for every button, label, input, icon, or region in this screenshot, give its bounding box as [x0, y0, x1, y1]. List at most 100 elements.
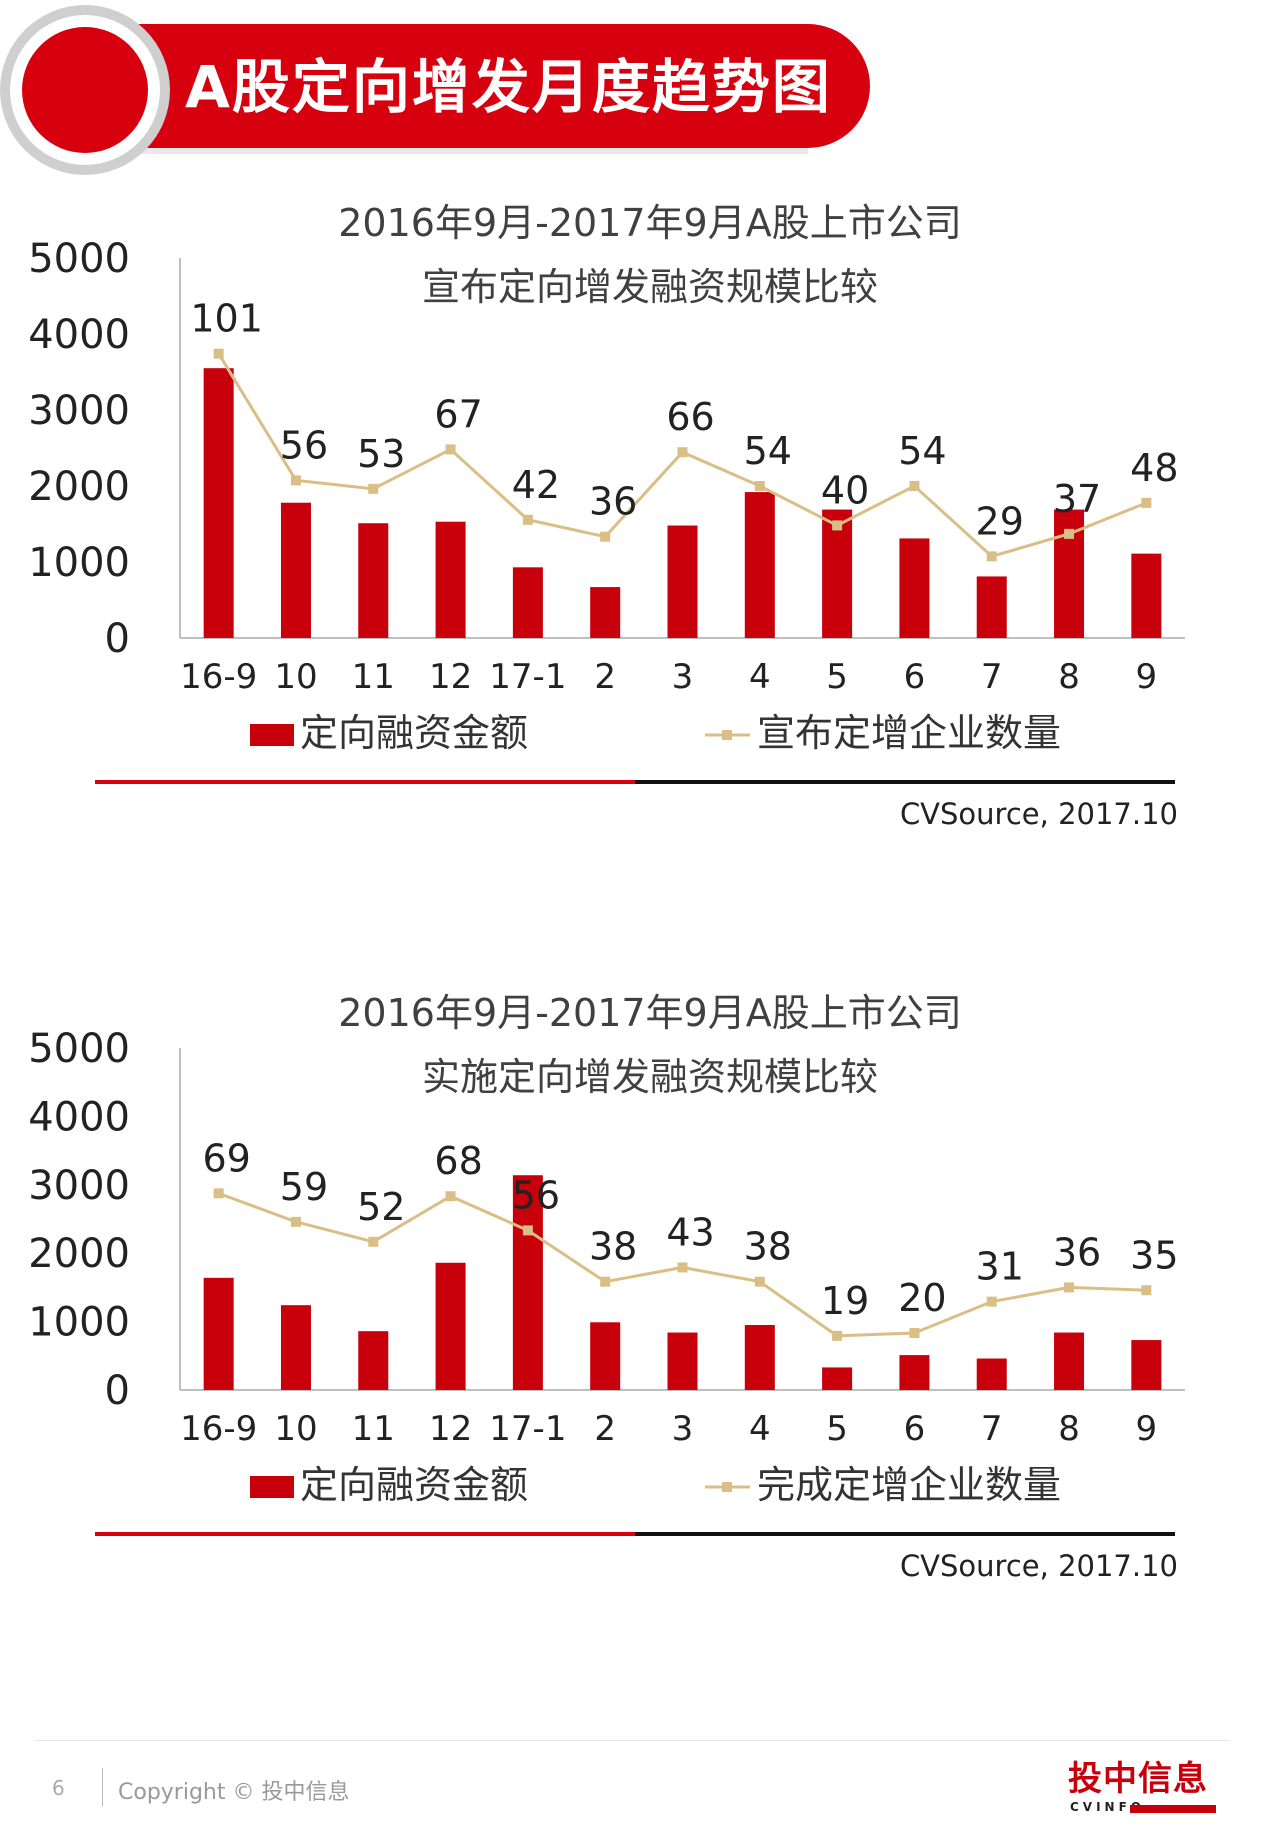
bar-8: [1054, 1332, 1085, 1390]
line-point-10: [290, 475, 301, 486]
y-tick-label: 5000: [28, 236, 130, 282]
x-tick-label: 16-9: [180, 1409, 257, 1449]
bar-9: [1131, 553, 1162, 638]
line-point-5: [832, 520, 843, 531]
line-point-12: [445, 1191, 456, 1202]
y-tick-label: 2000: [28, 1231, 130, 1277]
footer-divider: [35, 1740, 1230, 1741]
data-label: 29: [976, 499, 1024, 543]
legend-line-label: 完成定增企业数量: [757, 1463, 1061, 1507]
bar-12: [435, 521, 466, 638]
data-label: 56: [512, 1173, 560, 1217]
line-point-17-1: [522, 514, 533, 525]
data-label: 54: [898, 429, 946, 473]
legend-bar-swatch: [250, 1476, 294, 1498]
chart-subtitle: 宣布定向增发融资规模比较: [422, 265, 878, 309]
line-point-9: [1141, 1285, 1152, 1296]
line-point-11: [368, 1236, 379, 1247]
bar-10: [280, 502, 311, 638]
line-point-6: [909, 1328, 920, 1338]
data-label: 66: [666, 395, 714, 439]
x-tick-label: 3: [672, 1409, 694, 1449]
copyright-text: Copyright © 投中信息: [118, 1780, 350, 1805]
legend-bar-swatch: [250, 724, 294, 746]
line-point-2: [600, 1276, 611, 1287]
line-point-7: [986, 551, 997, 562]
chart-title: 2016年9月-2017年9月A股上市公司: [338, 991, 961, 1035]
legend-bar-label: 定向融资金额: [300, 711, 528, 755]
data-label: 36: [1053, 1230, 1101, 1274]
data-label: 67: [434, 392, 482, 436]
x-tick-label: 10: [274, 657, 317, 697]
line-point-8: [1064, 528, 1075, 539]
data-label: 20: [898, 1276, 946, 1320]
x-tick-label: 16-9: [180, 657, 257, 697]
x-tick-label: 17-1: [489, 657, 566, 697]
banner-dot: [22, 27, 148, 153]
legend-line-marker: [722, 1482, 732, 1492]
data-label: 48: [1130, 446, 1178, 490]
brand-bar: [1130, 1805, 1216, 1813]
line-point-7: [986, 1296, 997, 1307]
chart-title: 2016年9月-2017年9月A股上市公司: [338, 201, 961, 245]
bar-16-9: [203, 368, 234, 638]
banner-bar: [100, 24, 870, 154]
bar-4: [744, 1325, 775, 1390]
bar-12: [435, 1262, 466, 1390]
chart-subtitle: 实施定向增发融资规模比较: [422, 1055, 878, 1099]
data-label: 69: [202, 1136, 250, 1180]
footer-separator: [102, 1768, 103, 1806]
bar-16-9: [203, 1277, 234, 1390]
y-tick-label: 0: [105, 616, 130, 662]
banner-ring: [0, 5, 170, 175]
data-label: 53: [357, 432, 405, 476]
x-tick-label: 2: [594, 1409, 616, 1449]
source-note: CVSource, 2017.10: [900, 1549, 1178, 1583]
bar-2: [590, 1322, 621, 1390]
banner-ring-inner: [10, 15, 160, 165]
y-tick-label: 4000: [28, 1094, 130, 1140]
bar-7: [976, 576, 1007, 638]
bar-7: [976, 1358, 1007, 1390]
line-point-2: [600, 531, 611, 542]
data-label: 54: [744, 429, 792, 473]
data-label: 52: [357, 1185, 405, 1229]
x-tick-label: 17-1: [489, 1409, 566, 1449]
line-point-4: [754, 1276, 765, 1287]
y-tick-label: 5000: [28, 1026, 130, 1072]
line-point-3: [677, 1262, 688, 1273]
bar-3: [667, 525, 698, 638]
x-tick-label: 11: [352, 657, 395, 697]
bar-5: [822, 1367, 853, 1390]
bar-17-1: [512, 567, 543, 638]
title-banner: A股定向增发月度趋势图: [0, 0, 880, 175]
page-number: 6: [52, 1776, 65, 1800]
bar-2: [590, 587, 621, 638]
source-note: CVSource, 2017.10: [900, 797, 1178, 831]
data-label: 43: [666, 1210, 714, 1254]
x-tick-label: 5: [826, 657, 848, 697]
data-label: 68: [434, 1139, 482, 1183]
x-tick-label: 9: [1136, 657, 1158, 697]
x-tick-label: 6: [904, 657, 926, 697]
data-label: 101: [190, 297, 263, 341]
legend-line-label: 宣布定增企业数量: [757, 711, 1061, 755]
line-point-5: [832, 1330, 843, 1341]
x-tick-label: 4: [749, 657, 771, 697]
bar-6: [899, 1355, 930, 1390]
line-point-3: [677, 447, 688, 458]
x-tick-label: 10: [274, 1409, 317, 1449]
y-tick-label: 0: [105, 1368, 130, 1414]
x-tick-label: 8: [1058, 657, 1080, 697]
page-title: A股定向增发月度趋势图: [185, 53, 832, 121]
y-tick-label: 3000: [28, 1163, 130, 1209]
line-point-11: [368, 483, 379, 494]
x-tick-label: 7: [981, 1409, 1003, 1449]
legend-line-marker: [722, 730, 732, 740]
brand-logo: 投中信息 CVINFO: [1068, 1760, 1218, 1822]
x-tick-label: 2: [594, 657, 616, 697]
bar-5: [822, 509, 853, 638]
data-label: 56: [280, 423, 328, 467]
x-tick-label: 6: [904, 1409, 926, 1449]
